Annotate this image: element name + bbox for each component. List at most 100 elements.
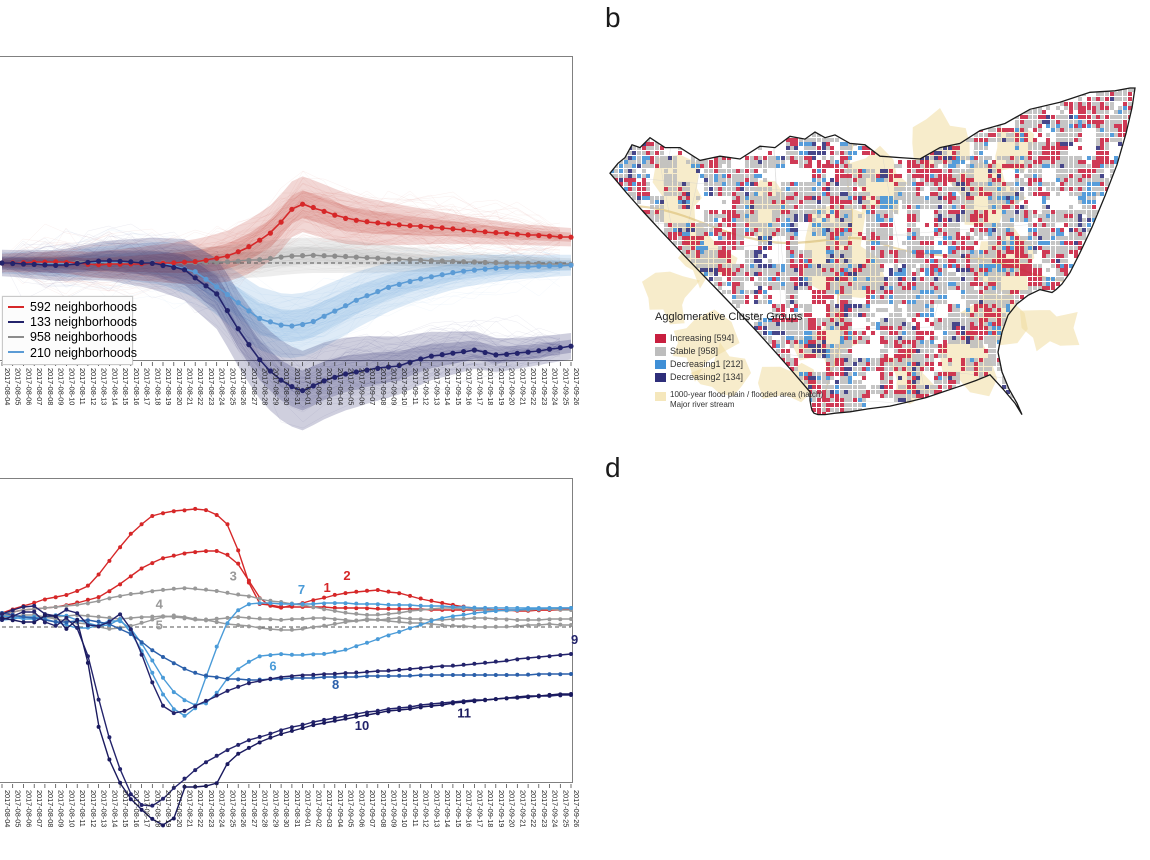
svg-text:2017-09-20: 2017-09-20 bbox=[508, 790, 517, 827]
svg-text:11: 11 bbox=[457, 705, 471, 720]
svg-text:2017-09-08: 2017-09-08 bbox=[379, 790, 388, 827]
svg-text:2017-08-20: 2017-08-20 bbox=[175, 790, 184, 827]
svg-text:2017-09-13: 2017-09-13 bbox=[432, 368, 441, 405]
svg-text:2017-08-15: 2017-08-15 bbox=[121, 790, 130, 827]
svg-text:2017-08-14: 2017-08-14 bbox=[110, 790, 119, 827]
svg-text:2017-08-18: 2017-08-18 bbox=[153, 790, 162, 827]
svg-text:2017-08-12: 2017-08-12 bbox=[89, 790, 98, 827]
svg-text:2017-08-28: 2017-08-28 bbox=[261, 368, 270, 405]
svg-text:2017-09-09: 2017-09-09 bbox=[390, 790, 399, 827]
svg-text:2017-08-21: 2017-08-21 bbox=[186, 368, 195, 405]
svg-text:2017-08-05: 2017-08-05 bbox=[14, 790, 23, 827]
svg-text:2017-08-15: 2017-08-15 bbox=[121, 368, 130, 405]
svg-text:2017-08-06: 2017-08-06 bbox=[25, 368, 34, 405]
svg-text:2017-08-06: 2017-08-06 bbox=[25, 790, 34, 827]
svg-text:2017-08-25: 2017-08-25 bbox=[229, 368, 238, 405]
svg-text:2017-08-16: 2017-08-16 bbox=[132, 790, 141, 827]
svg-text:8: 8 bbox=[332, 677, 339, 692]
svg-text:2017-08-09: 2017-08-09 bbox=[57, 790, 66, 827]
svg-text:2017-09-25: 2017-09-25 bbox=[561, 790, 570, 827]
svg-text:2017-08-29: 2017-08-29 bbox=[271, 368, 280, 405]
svg-text:2017-08-07: 2017-08-07 bbox=[35, 790, 44, 827]
svg-text:2017-09-10: 2017-09-10 bbox=[400, 368, 409, 405]
svg-text:2017-09-15: 2017-09-15 bbox=[454, 368, 463, 405]
svg-text:2017-09-24: 2017-09-24 bbox=[551, 790, 560, 827]
svg-text:2017-08-28: 2017-08-28 bbox=[261, 790, 270, 827]
svg-text:2017-09-22: 2017-09-22 bbox=[529, 790, 538, 827]
svg-text:4: 4 bbox=[156, 597, 164, 612]
svg-text:2017-08-23: 2017-08-23 bbox=[207, 790, 216, 827]
svg-text:2017-08-24: 2017-08-24 bbox=[218, 790, 227, 827]
svg-text:2017-09-18: 2017-09-18 bbox=[486, 368, 495, 405]
svg-text:2017-08-30: 2017-08-30 bbox=[282, 368, 291, 405]
svg-text:2017-09-12: 2017-09-12 bbox=[422, 368, 431, 405]
svg-text:2017-09-12: 2017-09-12 bbox=[422, 790, 431, 827]
svg-text:2017-08-04: 2017-08-04 bbox=[3, 790, 12, 827]
svg-text:2017-09-19: 2017-09-19 bbox=[497, 790, 506, 827]
svg-text:2017-09-07: 2017-09-07 bbox=[368, 368, 377, 405]
svg-text:2017-09-05: 2017-09-05 bbox=[347, 790, 356, 827]
svg-text:2017-09-21: 2017-09-21 bbox=[518, 790, 527, 827]
svg-text:2017-09-14: 2017-09-14 bbox=[443, 368, 452, 405]
svg-text:2017-08-31: 2017-08-31 bbox=[293, 368, 302, 405]
svg-text:2017-08-27: 2017-08-27 bbox=[250, 368, 259, 405]
svg-text:2: 2 bbox=[343, 568, 350, 583]
svg-text:2017-09-16: 2017-09-16 bbox=[465, 790, 474, 827]
svg-text:2017-08-14: 2017-08-14 bbox=[110, 368, 119, 405]
svg-text:10: 10 bbox=[355, 718, 369, 733]
svg-text:2017-08-23: 2017-08-23 bbox=[207, 368, 216, 405]
svg-text:9: 9 bbox=[571, 632, 578, 647]
svg-text:2017-09-02: 2017-09-02 bbox=[314, 368, 323, 405]
svg-text:2017-08-26: 2017-08-26 bbox=[239, 790, 248, 827]
svg-text:2017-09-25: 2017-09-25 bbox=[561, 368, 570, 405]
svg-text:2017-09-26: 2017-09-26 bbox=[572, 790, 581, 827]
svg-text:2017-09-23: 2017-09-23 bbox=[540, 790, 549, 827]
svg-text:2017-09-14: 2017-09-14 bbox=[443, 790, 452, 827]
svg-text:2017-08-11: 2017-08-11 bbox=[78, 368, 87, 405]
svg-text:2017-09-23: 2017-09-23 bbox=[540, 368, 549, 405]
svg-text:2017-09-15: 2017-09-15 bbox=[454, 790, 463, 827]
svg-text:2017-08-04: 2017-08-04 bbox=[3, 368, 12, 405]
svg-text:2017-08-19: 2017-08-19 bbox=[164, 368, 173, 405]
svg-text:2017-08-22: 2017-08-22 bbox=[196, 368, 205, 405]
svg-text:2017-09-03: 2017-09-03 bbox=[325, 368, 334, 405]
svg-text:2017-08-05: 2017-08-05 bbox=[14, 368, 23, 405]
svg-text:2017-09-11: 2017-09-11 bbox=[411, 790, 420, 827]
svg-text:2017-08-18: 2017-08-18 bbox=[153, 368, 162, 405]
svg-text:2017-09-01: 2017-09-01 bbox=[304, 790, 313, 827]
svg-text:2017-09-04: 2017-09-04 bbox=[336, 368, 345, 405]
svg-text:2017-08-12: 2017-08-12 bbox=[89, 368, 98, 405]
svg-text:2017-09-08: 2017-09-08 bbox=[379, 368, 388, 405]
svg-text:2017-09-17: 2017-09-17 bbox=[475, 790, 484, 827]
svg-text:2017-08-25: 2017-08-25 bbox=[229, 790, 238, 827]
svg-text:2017-09-26: 2017-09-26 bbox=[572, 368, 581, 405]
svg-text:2017-08-08: 2017-08-08 bbox=[46, 368, 55, 405]
svg-text:2017-08-21: 2017-08-21 bbox=[186, 790, 195, 827]
svg-text:2017-09-09: 2017-09-09 bbox=[390, 368, 399, 405]
svg-text:2017-08-27: 2017-08-27 bbox=[250, 790, 259, 827]
svg-text:2017-08-11: 2017-08-11 bbox=[78, 790, 87, 827]
svg-text:2017-09-04: 2017-09-04 bbox=[336, 790, 345, 827]
svg-text:2017-09-07: 2017-09-07 bbox=[368, 790, 377, 827]
svg-text:2017-09-10: 2017-09-10 bbox=[400, 790, 409, 827]
svg-text:2017-09-16: 2017-09-16 bbox=[465, 368, 474, 405]
svg-text:2017-08-29: 2017-08-29 bbox=[271, 790, 280, 827]
svg-text:2017-09-19: 2017-09-19 bbox=[497, 368, 506, 405]
svg-text:2017-08-31: 2017-08-31 bbox=[293, 790, 302, 827]
svg-text:2017-09-13: 2017-09-13 bbox=[432, 790, 441, 827]
svg-text:2017-09-20: 2017-09-20 bbox=[508, 368, 517, 405]
svg-text:2017-09-06: 2017-09-06 bbox=[357, 790, 366, 827]
svg-text:2017-08-16: 2017-08-16 bbox=[132, 368, 141, 405]
svg-text:2017-09-18: 2017-09-18 bbox=[486, 790, 495, 827]
svg-text:2017-09-24: 2017-09-24 bbox=[551, 368, 560, 405]
svg-text:2017-08-07: 2017-08-07 bbox=[35, 368, 44, 405]
svg-text:2017-08-08: 2017-08-08 bbox=[46, 790, 55, 827]
svg-text:2017-09-01: 2017-09-01 bbox=[304, 368, 313, 405]
svg-text:5: 5 bbox=[156, 618, 163, 633]
svg-text:1: 1 bbox=[324, 580, 331, 595]
svg-text:6: 6 bbox=[269, 658, 276, 673]
svg-text:7: 7 bbox=[298, 582, 305, 597]
svg-text:2017-09-17: 2017-09-17 bbox=[475, 368, 484, 405]
svg-text:2017-08-13: 2017-08-13 bbox=[100, 368, 109, 405]
svg-text:2017-08-13: 2017-08-13 bbox=[100, 790, 109, 827]
